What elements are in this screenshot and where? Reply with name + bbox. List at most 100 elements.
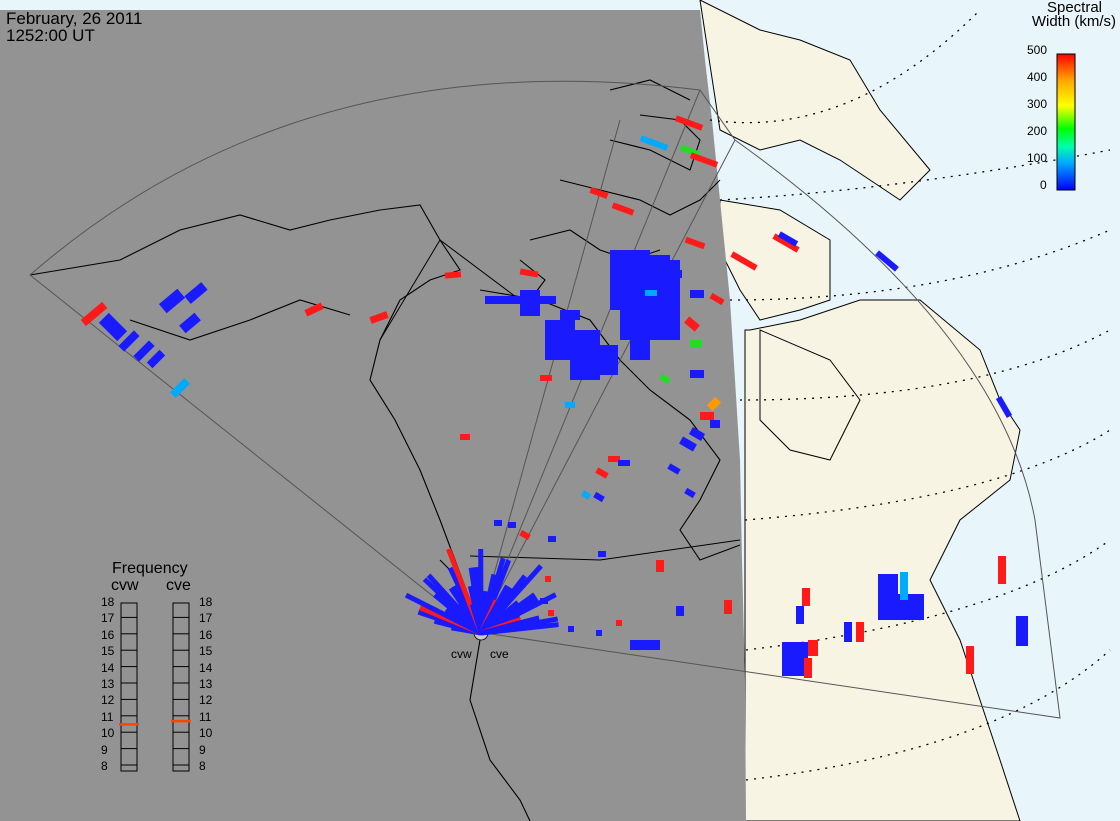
- echo-cell: [690, 290, 704, 298]
- frequency-scale-label: 14: [199, 660, 213, 675]
- frequency-scale-label: 18: [101, 595, 115, 609]
- echo-cell: [676, 606, 684, 616]
- echo-cell: [804, 658, 812, 678]
- echo-cell: [581, 490, 591, 500]
- echo-cell: [688, 427, 706, 441]
- echo-cell: [593, 491, 605, 503]
- echo-cell: [565, 402, 575, 408]
- echo-cell: [667, 463, 681, 475]
- echo-cell: [600, 345, 618, 375]
- frequency-cvw-label: cvw: [111, 577, 139, 594]
- echo-cell: [689, 152, 719, 168]
- echo-cell: [674, 115, 704, 131]
- echo-cell: [98, 312, 128, 342]
- frequency-scale-label: 8: [199, 759, 206, 773]
- echo-cell: [548, 536, 556, 542]
- echo-cell: [875, 250, 899, 272]
- frequency-scale-label: 12: [101, 693, 115, 708]
- echo-cell: [856, 622, 864, 642]
- echo-cell: [706, 396, 722, 412]
- frequency-scale-label: 15: [101, 644, 115, 659]
- frequency-scale-label: 17: [199, 611, 213, 626]
- echo-cell: [589, 187, 609, 199]
- frequency-scale-label: 11: [199, 709, 212, 724]
- frequency-scale-label: 9: [199, 742, 206, 757]
- frequency-scale-label: 13: [199, 677, 213, 691]
- echo-cell: [508, 522, 516, 528]
- echo-cell: [304, 302, 324, 317]
- echo-cell: [802, 588, 810, 606]
- frequency-panel: [119, 602, 191, 772]
- frequency-scale-box: [120, 602, 138, 772]
- echo-cell: [460, 434, 470, 440]
- echo-cell: [608, 456, 620, 462]
- echo-cell: [519, 268, 539, 278]
- frequency-scale-label: 10: [199, 726, 213, 741]
- echo-cell: [570, 330, 600, 380]
- night-region: [0, 10, 746, 821]
- echo-cell: [616, 620, 622, 626]
- echo-cell: [598, 551, 606, 557]
- echo-cell: [684, 236, 706, 250]
- echo-cell: [560, 310, 580, 320]
- frequency-scale-label: 18: [199, 595, 213, 609]
- frequency-scale-label: 14: [101, 660, 115, 675]
- echo-cell: [700, 412, 714, 420]
- echo-cell: [878, 574, 898, 620]
- echo-cell: [630, 640, 660, 650]
- echo-cell: [146, 349, 166, 369]
- echo-cell: [158, 288, 186, 314]
- echo-cell: [730, 251, 758, 271]
- echo-cell: [80, 301, 108, 327]
- echo-cell: [690, 340, 702, 348]
- frequency-scale-label: 9: [101, 742, 108, 757]
- echo-cell: [540, 296, 556, 304]
- echo-cell: [540, 375, 552, 381]
- day-land: [699, 0, 1021, 821]
- echo-cell: [709, 292, 725, 306]
- echo-cell: [1016, 616, 1028, 646]
- echo-cell: [690, 370, 704, 378]
- echo-cell: [659, 373, 671, 385]
- echo-cell: [639, 135, 669, 151]
- echo-cell: [684, 316, 700, 332]
- echo-cell: [118, 330, 140, 352]
- echo-cell: [710, 420, 720, 428]
- frequency-scale-label: 13: [101, 677, 115, 691]
- echo-cell: [630, 340, 650, 360]
- colorbar: [1056, 53, 1076, 191]
- frequency-scale-label: 11: [101, 709, 114, 724]
- echo-cell: [519, 529, 531, 541]
- echo-cell: [444, 271, 462, 279]
- echo-ray: [480, 622, 559, 636]
- echo-cell: [620, 300, 650, 340]
- echo-cell: [995, 395, 1013, 419]
- date-label: February, 26 2011: [6, 9, 143, 28]
- echo-cell: [679, 436, 697, 452]
- frequency-scale-label: 16: [199, 627, 213, 642]
- echo-cell: [618, 460, 630, 466]
- echo-cell: [772, 233, 800, 253]
- frequency-scale-label: 8: [101, 759, 108, 773]
- echo-cell: [545, 576, 551, 582]
- echo-cell: [724, 600, 732, 614]
- echo-cell: [796, 606, 804, 624]
- echo-cell: [568, 626, 574, 632]
- echo-data: [80, 115, 1028, 678]
- legend-tick: 200: [1027, 124, 1048, 138]
- legend-tick: 300: [1027, 97, 1048, 111]
- frequency-scale-label: 17: [101, 611, 115, 626]
- echo-cell: [595, 467, 609, 479]
- echo-cell: [494, 520, 502, 526]
- echo-cell: [782, 642, 808, 676]
- echo-cell: [485, 296, 525, 304]
- echo-cell: [656, 560, 664, 572]
- grid-lines: [379, 239, 741, 561]
- frequency-scale-label: 16: [101, 627, 115, 642]
- echo-cell: [670, 270, 682, 278]
- legend-tick: 0: [1040, 178, 1047, 192]
- legend-tick: 100: [1027, 151, 1048, 165]
- legend-tick: 500: [1027, 43, 1048, 57]
- echo-cell: [611, 202, 635, 216]
